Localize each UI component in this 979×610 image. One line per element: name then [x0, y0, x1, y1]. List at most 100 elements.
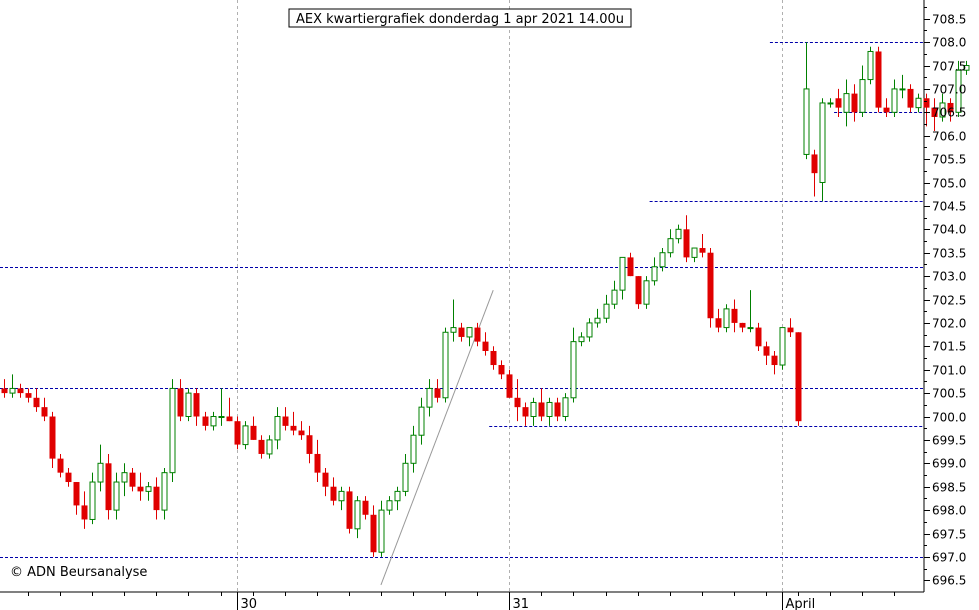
- candle-body: [9, 387, 16, 394]
- candle-body: [161, 472, 168, 511]
- candle: [121, 463, 128, 497]
- candle-body: [771, 355, 778, 366]
- candle-body: [266, 439, 273, 455]
- candle: [739, 322, 746, 333]
- candle: [562, 393, 569, 422]
- candle-body: [250, 425, 257, 440]
- candle: [867, 46, 874, 85]
- candle: [570, 327, 577, 403]
- candle-body: [554, 402, 561, 417]
- candle-body: [731, 308, 738, 323]
- candle: [105, 453, 112, 520]
- candle: [723, 304, 730, 333]
- candle: [378, 500, 385, 557]
- candle: [699, 233, 706, 258]
- candle: [242, 421, 249, 450]
- candle: [811, 149, 818, 197]
- x-tick-label: April: [786, 597, 816, 610]
- candle-body: [747, 327, 754, 330]
- candle-body: [386, 500, 393, 511]
- candle-body: [394, 490, 401, 502]
- candle-body: [875, 51, 882, 108]
- candle-body: [41, 407, 48, 417]
- candle: [522, 402, 529, 426]
- x-tick-label: 31: [513, 597, 530, 610]
- candle-body: [97, 462, 104, 483]
- candle-body: [707, 252, 714, 319]
- chart-title: AEX kwartiergrafiek donderdag 1 apr 2021…: [296, 12, 624, 27]
- candle: [137, 472, 144, 501]
- candle: [795, 332, 802, 426]
- y-tick-label: 702.0: [932, 317, 966, 331]
- candle: [202, 411, 209, 431]
- candle-body: [619, 256, 626, 291]
- candle-body: [290, 425, 297, 431]
- candle: [498, 360, 505, 380]
- candle: [418, 397, 425, 445]
- candle: [691, 247, 698, 263]
- candle: [450, 299, 457, 342]
- candle: [258, 435, 265, 459]
- candle-body: [145, 486, 152, 492]
- candle: [787, 318, 794, 337]
- candle: [843, 79, 850, 127]
- candle: [490, 346, 497, 370]
- candle-body: [699, 248, 706, 253]
- candle: [210, 411, 217, 431]
- candle: [274, 407, 281, 450]
- y-tick-label: 705.5: [932, 153, 966, 167]
- candle-body: [811, 154, 818, 174]
- candle: [41, 397, 48, 422]
- candle: [667, 229, 674, 258]
- candle: [594, 308, 601, 328]
- candle-body: [939, 102, 946, 118]
- candle-body: [137, 486, 144, 492]
- candle-body: [185, 392, 192, 418]
- candle-body: [827, 102, 834, 105]
- y-tick-label: 697.0: [932, 551, 966, 565]
- candle: [49, 411, 56, 468]
- candle: [715, 308, 722, 333]
- candle-body: [378, 509, 385, 553]
- candle: [538, 388, 545, 422]
- candle: [218, 388, 225, 426]
- candle-body: [202, 416, 209, 426]
- candle-body: [691, 247, 698, 258]
- candle: [923, 93, 930, 127]
- candle: [899, 74, 906, 99]
- candle: [627, 252, 634, 277]
- candle: [779, 327, 786, 370]
- price-axis: 696.5 697.0 697.5 698.0 698.5 699.0 699.5 700.0…: [924, 7, 966, 588]
- candle-body: [17, 388, 24, 394]
- candle-body: [787, 327, 794, 333]
- candle-body: [354, 500, 361, 530]
- candle-body: [947, 102, 954, 113]
- candle: [386, 496, 393, 515]
- candle: [474, 322, 481, 347]
- candle-body: [546, 401, 553, 418]
- candle-body: [105, 463, 112, 511]
- candle-body: [635, 276, 642, 305]
- candle-body: [193, 393, 200, 417]
- candle: [65, 467, 72, 487]
- candle: [915, 93, 922, 113]
- candle-body: [562, 397, 569, 418]
- candle-body: [739, 322, 746, 328]
- y-tick-label: 701.0: [932, 364, 966, 378]
- candle: [763, 341, 770, 366]
- candle: [17, 383, 24, 398]
- candle-body: [402, 462, 409, 492]
- candle-body: [931, 107, 938, 117]
- candle: [530, 397, 537, 426]
- y-tick-label: 699.0: [932, 457, 966, 471]
- candle-body: [218, 416, 225, 419]
- candle-body: [258, 439, 265, 454]
- candle: [330, 477, 337, 506]
- candle-body: [715, 318, 722, 328]
- candle: [707, 248, 714, 328]
- candle-body: [338, 490, 345, 502]
- candle: [891, 79, 898, 117]
- candle: [266, 435, 273, 459]
- candle: [426, 379, 433, 417]
- candle-body: [883, 107, 890, 113]
